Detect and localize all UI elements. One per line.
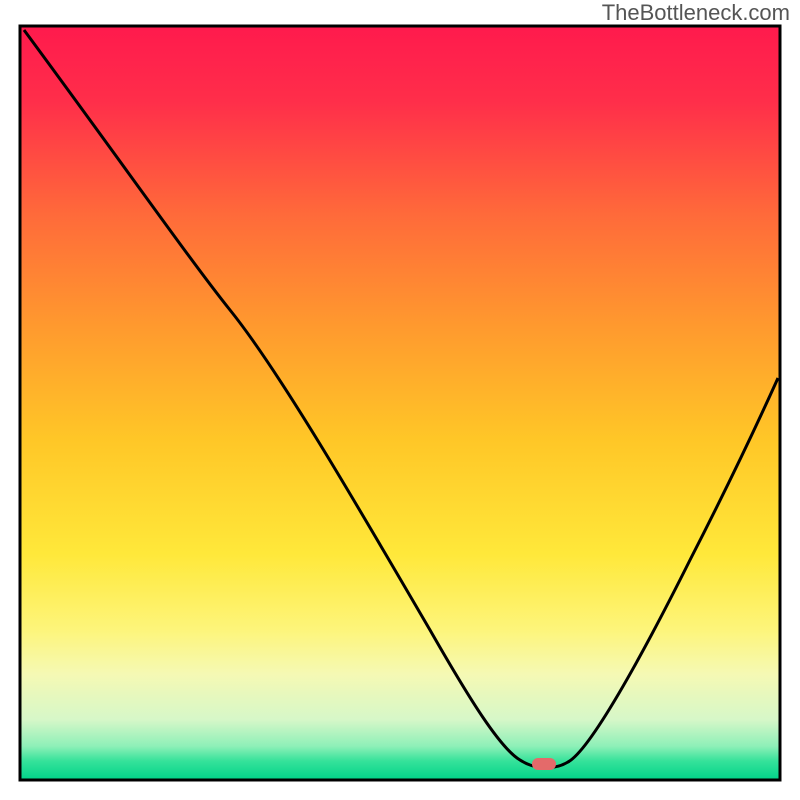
gradient-background <box>20 26 780 780</box>
bottleneck-chart <box>0 0 800 800</box>
watermark-text: TheBottleneck.com <box>602 0 790 26</box>
valley-marker <box>532 758 556 770</box>
